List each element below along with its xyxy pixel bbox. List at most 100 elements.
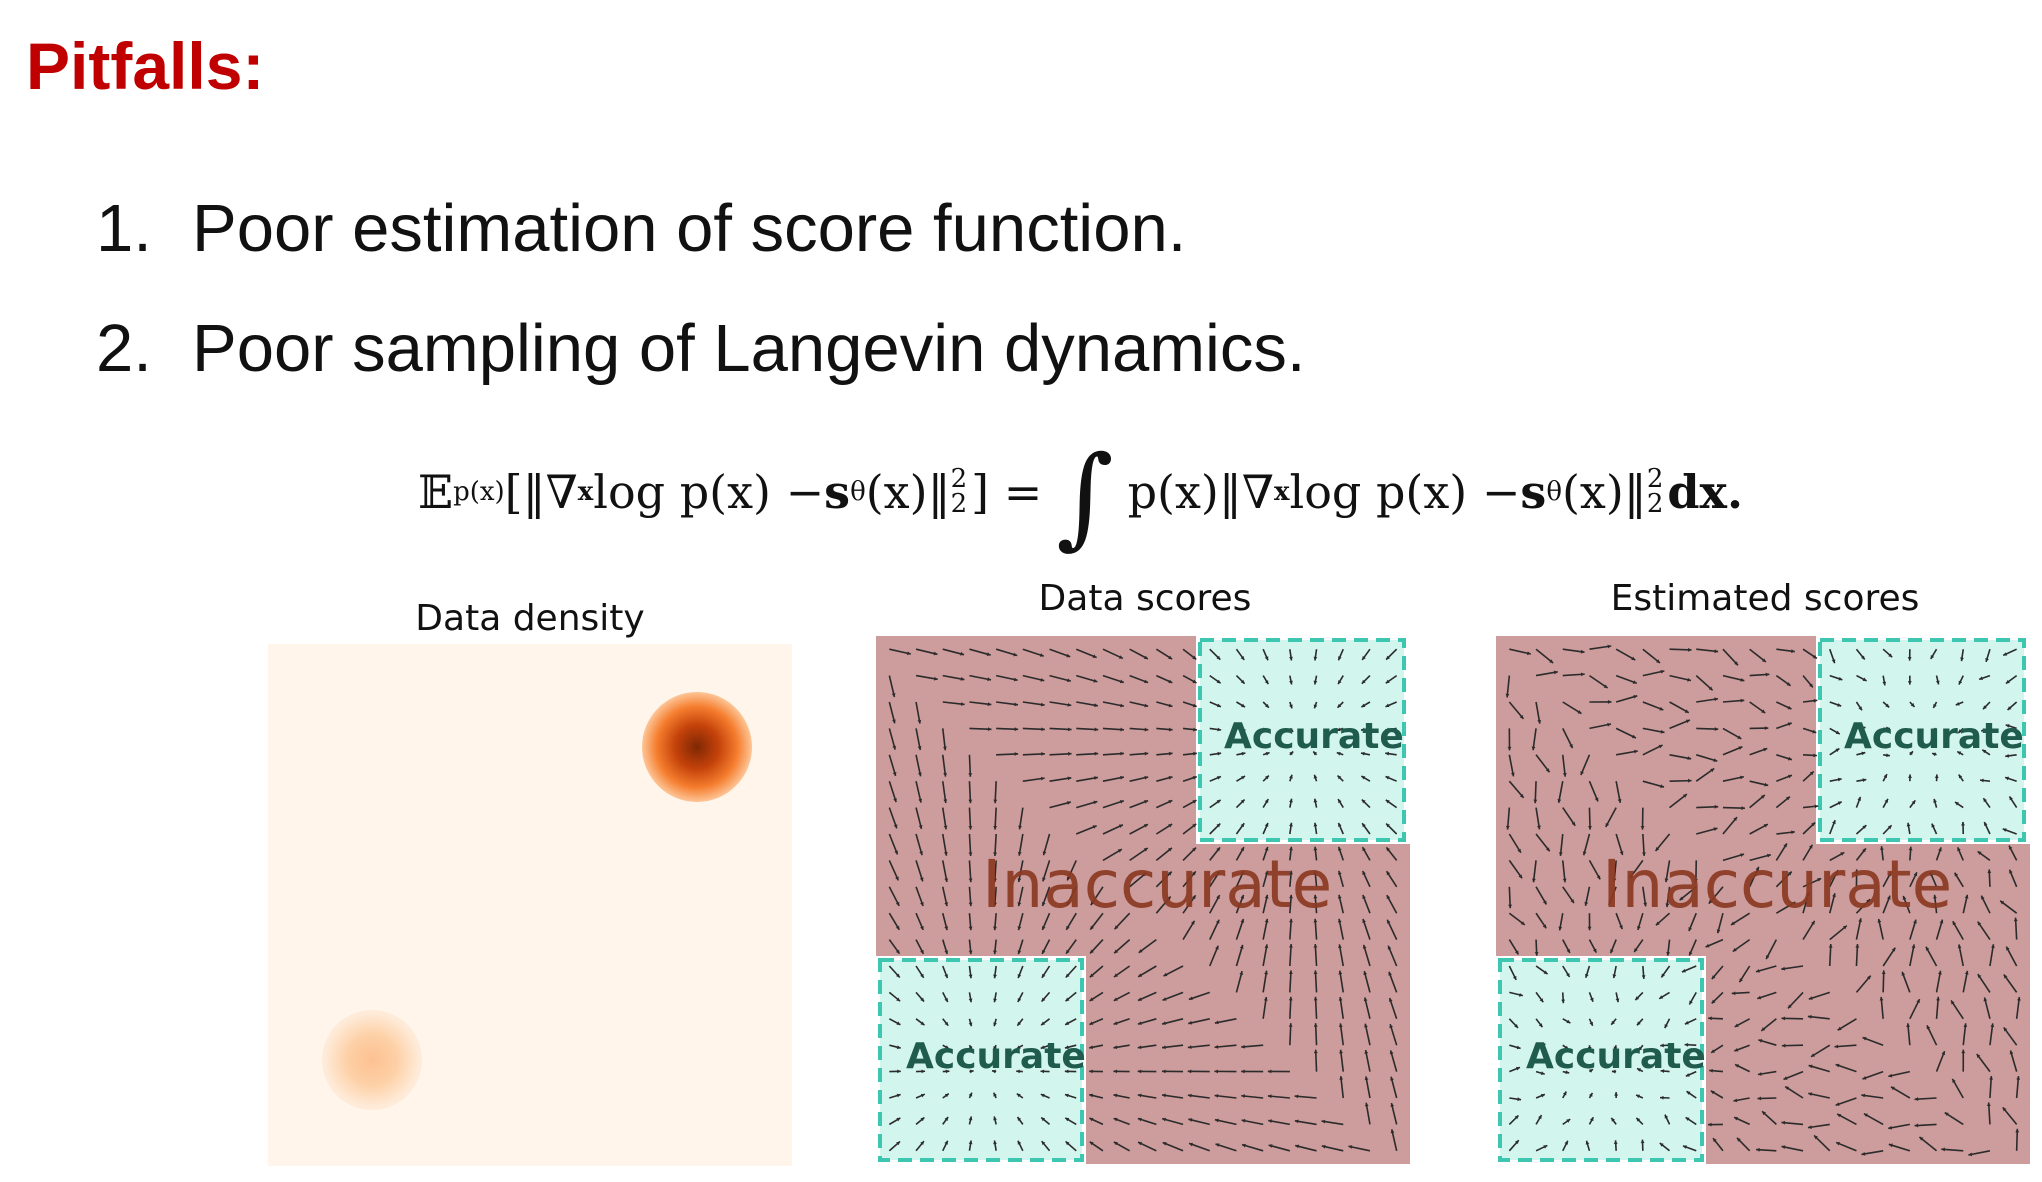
score-arrow-head [1857,796,1861,801]
score-arrow-head [1589,1117,1594,1122]
score-arrow [1049,801,1072,809]
score-arrow-head [944,1116,949,1121]
score-arrow [1615,674,1638,685]
score-arrow [1835,1063,1857,1073]
score-arrow-head [1612,878,1617,883]
score-arrow-head [1362,871,1366,875]
score-arrow-head [1861,655,1865,660]
score-arrow [1289,1023,1292,1046]
score-arrow-head [1566,1019,1571,1024]
score-arrow [941,781,947,804]
score-arrow [1629,859,1644,879]
score-arrow [915,860,924,882]
score-arrow-head [1216,823,1221,828]
score-arrow-head [933,651,938,656]
score-arrow-head [1113,1021,1118,1025]
score-arrow-head [1659,995,1664,999]
score-arrow-head [1267,1069,1272,1074]
score-arrow-head [1214,1069,1218,1074]
score-arrow [968,833,972,857]
score-arrow-head [1092,654,1097,658]
score-arrow-head [1926,1025,1931,1030]
score-arrow [1562,648,1585,653]
score-arrow [1535,807,1541,830]
list-item: 2. Poor sampling of Langevin dynamics. [96,288,1306,408]
score-arrow-head [1757,995,1762,1000]
score-arrow-head [987,702,992,707]
score-arrow [1807,1015,1830,1020]
score-arrow-head [1863,1113,1868,1118]
score-arrow-head [1039,653,1044,657]
score-arrow-head [987,727,992,732]
score-arrow [1935,996,1940,1019]
score-arrow-head [1289,944,1293,948]
score-arrow [1696,648,1719,653]
score-arrow-head [944,974,948,979]
score-arrow-head [1389,1050,1394,1055]
score-arrow-head [920,1093,925,1098]
score-arrow-head [1143,824,1148,828]
score-arrow-head [1241,1118,1246,1123]
score-arrow [1941,1148,1964,1152]
score-arrow [1102,701,1125,707]
score-arrow-head [1955,701,1960,706]
score-arrow-head [1517,848,1521,853]
score-arrow-head [1543,970,1548,975]
score-arrow-head [960,702,965,706]
score-arrow-head [1835,1102,1840,1106]
score-arrow-head [1933,894,1937,899]
score-arrow-head [1566,949,1570,954]
score-arrow-head [1120,751,1124,756]
score-arrow [1022,777,1045,782]
score-arrow-head [1913,872,1918,877]
score-arrow [1018,833,1024,856]
inaccurate-region [1496,636,2030,1164]
score-arrow-head [2008,845,2013,850]
score-arrow-head [1786,682,1791,686]
score-arrow [1669,719,1691,730]
score-arrow [1241,1119,1264,1126]
score-arrow-head [1684,1042,1689,1047]
score-arrow [1708,886,1724,905]
score-arrow-head [1189,1142,1194,1147]
score-arrow-head [943,746,947,751]
score-arrow-head [1791,830,1795,835]
score-arrow-head [1842,925,1847,930]
score-arrow-head [1761,658,1766,663]
score-arrow-head [1636,1021,1641,1026]
score-arrow-head [1138,949,1143,953]
score-arrow-head [1758,1039,1763,1043]
score-arrow [1882,947,1896,967]
score-arrow [1022,727,1045,731]
score-arrow [1289,970,1292,993]
score-arrow-head [1887,825,1892,830]
score-arrow-head [1581,672,1585,677]
score-arrow [888,701,896,724]
score-arrow-head [993,926,997,931]
score-arrow-head [1168,703,1173,708]
score-arrow-head [1166,896,1171,901]
score-arrow-head [1708,686,1713,691]
score-arrow [1877,918,1884,940]
score-arrow-head [1313,704,1318,709]
score-arrow-head [1241,1044,1245,1049]
score-arrow [1022,752,1045,756]
score-arrow-head [1017,1140,1022,1145]
score-arrow-head [1066,949,1070,954]
score-arrow [1918,1136,1938,1152]
score-arrow-head [1783,843,1787,848]
score-arrow-head [1808,1092,1813,1096]
score-arrow-head [1835,730,1840,735]
score-arrow-head [993,950,997,955]
score-arrow-head [968,974,973,979]
score-arrow-head [993,1116,997,1121]
score-arrow [1294,1095,1317,1099]
score-arrow-head [1217,727,1222,732]
score-arrow-head [1363,997,1368,1002]
score-arrow-head [1791,902,1796,906]
score-arrow [1188,1118,1210,1126]
score-arrow [1775,871,1793,888]
score-arrow-head [1643,902,1648,907]
score-arrow-head [1963,1023,1968,1028]
score-arrow-head [1364,1102,1369,1107]
